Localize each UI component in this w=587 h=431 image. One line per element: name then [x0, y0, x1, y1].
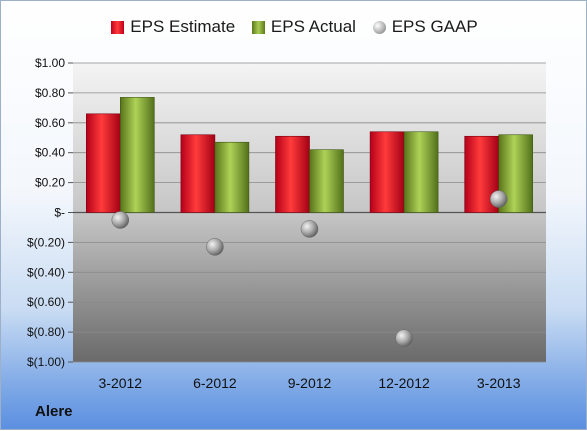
bar-eps-actual: [214, 141, 250, 213]
company-label: Alere: [35, 403, 73, 420]
legend-label-eps-actual: EPS Actual: [270, 17, 356, 36]
bar-eps-actual: [403, 131, 439, 213]
legend-label-eps-gaap: EPS GAAP: [391, 17, 478, 36]
legend-label-eps-estimate: EPS Estimate: [130, 17, 236, 36]
y-tick-label: $(0.60): [27, 295, 65, 309]
bar-eps-estimate: [275, 135, 310, 213]
y-tick-label: $0.80: [35, 86, 65, 100]
y-axis-ticks: $1.00 $0.80 $0.60 $0.40 $0.20 $- $(0.20) $(0.40…: [27, 56, 73, 369]
bar-eps-actual: [309, 149, 344, 213]
marker-eps-gaap: [111, 211, 130, 229]
chart-legend: EPS Estimate EPS Actual EPS GAAP: [1, 17, 587, 39]
bar-eps-actual: [120, 97, 155, 213]
bar-eps-estimate: [369, 131, 405, 213]
legend-item-eps-actual: EPS Actual: [251, 17, 356, 37]
gaap-markers: [111, 190, 508, 347]
marker-eps-gaap: [206, 238, 224, 256]
bars: [86, 97, 534, 213]
y-tick-label: $0.20: [35, 176, 65, 190]
y-tick-label: $(0.20): [27, 235, 65, 249]
y-tick-label: $(0.80): [27, 325, 65, 339]
y-tick-label: $0.40: [35, 146, 65, 160]
y-tick-label: $1.00: [35, 56, 65, 70]
legend-item-eps-estimate: EPS Estimate: [111, 17, 235, 37]
legend-swatch-eps-estimate: [111, 20, 125, 34]
marker-eps-gaap: [489, 190, 508, 208]
x-tick-label: 3-2012: [99, 375, 143, 391]
x-tick-label: 9-2012: [288, 375, 332, 391]
x-axis-labels: 3-2012 6-2012 9-2012 12-2012 3-2013: [99, 375, 521, 391]
legend-swatch-eps-gaap: [372, 20, 386, 34]
y-tick-label: $(1.00): [27, 355, 65, 369]
marker-eps-gaap: [395, 329, 413, 347]
x-tick-label: 12-2012: [378, 375, 430, 391]
x-tick-label: 6-2012: [193, 375, 237, 391]
legend-item-eps-gaap: EPS GAAP: [372, 17, 478, 37]
y-tick-label: $0.60: [35, 116, 65, 130]
bar-eps-estimate: [180, 134, 216, 213]
bar-eps-estimate: [86, 113, 121, 213]
legend-swatch-eps-actual: [251, 20, 265, 34]
x-tick-label: 3-2013: [477, 375, 521, 391]
y-tick-label: $(0.40): [27, 265, 65, 279]
marker-eps-gaap: [300, 220, 319, 238]
y-tick-label: $-: [54, 206, 65, 220]
